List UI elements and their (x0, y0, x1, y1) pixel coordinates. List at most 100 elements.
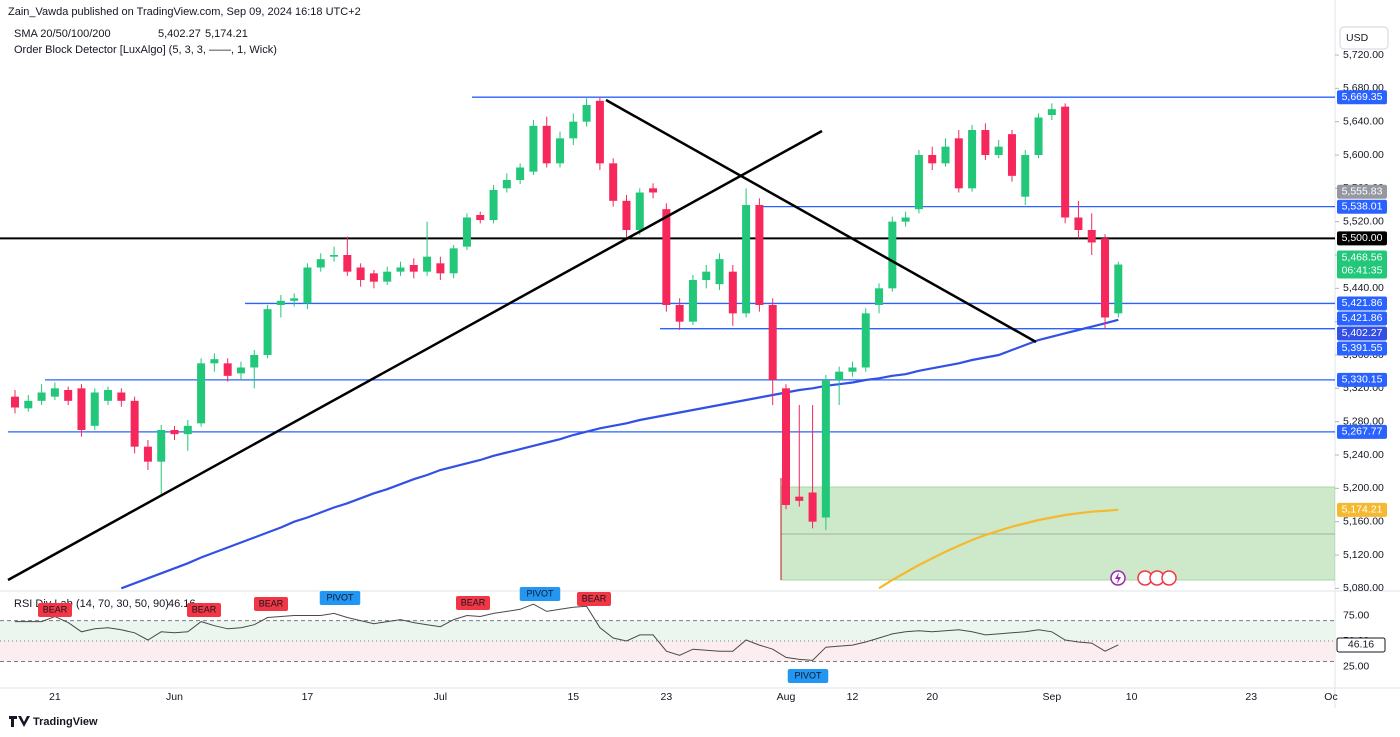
x-tick-label: Jul (434, 691, 447, 703)
candle-body (303, 267, 312, 304)
signal-label: PIVOT (326, 592, 354, 602)
y-tick-label: 5,440.00 (1343, 282, 1384, 294)
trend-line (605, 98, 1037, 344)
sma-value: 5,402.27 (158, 28, 201, 40)
candle-body (914, 155, 923, 210)
signal-label: BEAR (461, 597, 486, 607)
y-tick-label: 5,280.00 (1343, 415, 1384, 427)
sma-value: 5,174.21 (205, 28, 248, 40)
price-tag (1337, 231, 1387, 246)
candle-body (728, 271, 737, 314)
signal-label: BEAR (43, 604, 68, 614)
candle-body (423, 256, 432, 272)
candle-body (170, 430, 179, 435)
candle-body (968, 130, 977, 189)
price-tag (1337, 250, 1387, 279)
candle-body (1074, 217, 1083, 230)
sma-legend: SMA 20/50/100/200 (14, 28, 111, 40)
y-tick-label: 5,520.00 (1343, 215, 1384, 227)
candle-body (130, 400, 139, 447)
candle-body (569, 121, 578, 139)
currency-button[interactable] (1339, 26, 1389, 50)
x-tick-label: Oc (1324, 691, 1337, 703)
rsi-value-tag (1336, 637, 1386, 653)
x-tick-label: 15 (567, 691, 579, 703)
candle-body (143, 446, 152, 462)
candle-body (250, 355, 259, 368)
price-tag (1337, 424, 1387, 439)
candle-body (994, 146, 1003, 155)
rsi-line (15, 603, 1119, 661)
event-flag[interactable] (1161, 570, 1177, 586)
candle-body (1047, 109, 1056, 115)
candle-body (1021, 155, 1030, 197)
event-icon (1115, 572, 1121, 584)
price-tag (1337, 184, 1387, 199)
drawings (7, 98, 1037, 582)
signal-label: PIVOT (526, 588, 554, 598)
price-tag (1337, 372, 1387, 387)
signal-label: BEAR (192, 604, 217, 614)
rsi-pane (0, 603, 1335, 662)
y-tick-label: 5,640.00 (1343, 115, 1384, 127)
candle-body (197, 363, 206, 424)
rsi-tick-label: 25.00 (1343, 660, 1369, 672)
candle-body (236, 367, 245, 374)
x-tick-label: 17 (302, 691, 314, 703)
candle-body (396, 267, 405, 272)
logo[interactable]: TradingView (33, 716, 98, 728)
signal-box (319, 591, 361, 605)
candle-body (1061, 106, 1070, 218)
candle-body (821, 380, 830, 518)
candle-body (516, 167, 525, 180)
currency[interactable]: USD (1346, 32, 1369, 44)
x-tick-label: 21 (49, 691, 61, 703)
price-tag (1337, 311, 1387, 326)
price-tag-label: 5,421.86 (1342, 297, 1383, 309)
candle-body (223, 363, 232, 376)
rsi-params: (14, 70, 30, 50, 90) (76, 598, 169, 610)
signal-box (519, 587, 561, 601)
candle-body (702, 271, 711, 280)
candle-body (369, 273, 378, 282)
signal-box (787, 669, 829, 683)
logo-icon (9, 716, 30, 727)
candle-body (688, 280, 697, 322)
signal-box (456, 596, 490, 610)
candle-body (755, 205, 764, 305)
candle-body (104, 390, 113, 401)
candle-body (848, 367, 857, 372)
candle-body (11, 396, 19, 408)
price-tag (1337, 502, 1387, 517)
price-tag (1337, 199, 1387, 214)
candle-body (795, 496, 804, 501)
y-tick-label: 5,600.00 (1343, 149, 1384, 161)
candle-body (476, 215, 485, 220)
signal-box (38, 603, 72, 617)
candle-body (742, 205, 751, 314)
sma-line (120, 318, 1119, 590)
candle-body (715, 259, 724, 285)
candle-body (582, 105, 591, 122)
price-tag-label: 5,500.00 (1342, 232, 1383, 244)
candle-body (595, 100, 604, 164)
price-tag-label: 5,468.56 (1342, 251, 1383, 263)
candle-body (662, 209, 671, 305)
candle-body (529, 125, 538, 172)
candle-body (316, 259, 325, 268)
candle-body (808, 492, 817, 522)
x-tick-label: Sep (1043, 691, 1062, 703)
candle-body (37, 392, 46, 401)
candle-body (675, 305, 684, 322)
price-tag-label: 5,267.77 (1342, 426, 1383, 438)
signal-box (577, 592, 611, 606)
rsi-band (0, 620, 1335, 642)
candle-body (276, 300, 285, 305)
candle-body (649, 188, 658, 193)
candle-body (117, 392, 126, 401)
y-tick-label: 5,160.00 (1343, 515, 1384, 527)
candle-body (1114, 264, 1123, 314)
price-tag-label: 06:41:35 (1342, 264, 1383, 276)
candle-body (77, 388, 86, 430)
